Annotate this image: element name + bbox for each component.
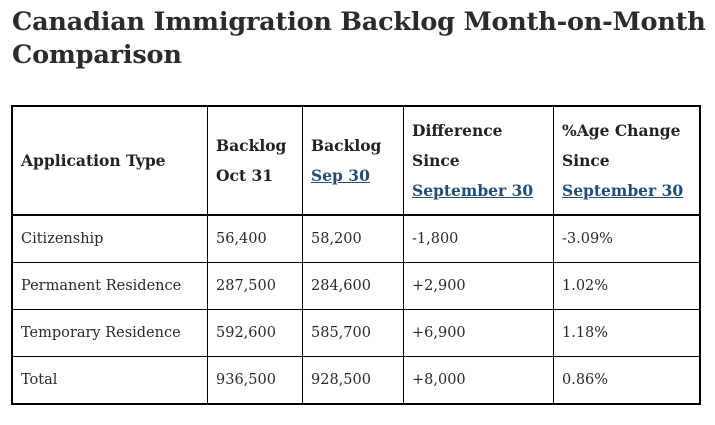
header-percent-change-line1: %Age Change: [562, 120, 681, 140]
header-percent-change-line2: Since: [562, 150, 610, 170]
cell-percent-change: 1.18%: [553, 309, 701, 357]
header-backlog-oct-line2: Oct 31: [216, 165, 274, 185]
cell-backlog-sep: 284,600: [302, 262, 404, 310]
table-row: Total 936,500 928,500 +8,000 0.86%: [11, 356, 701, 405]
cell-percent-change: -3.09%: [553, 214, 701, 263]
cell-difference: +8,000: [403, 356, 554, 405]
cell-application-type: Citizenship: [11, 214, 208, 263]
cell-difference: -1,800: [403, 214, 554, 263]
sep-30-link[interactable]: Sep 30: [311, 165, 370, 185]
cell-difference: +6,900: [403, 309, 554, 357]
header-backlog-oct: Backlog Oct 31: [207, 105, 303, 216]
cell-backlog-sep: 58,200: [302, 214, 404, 263]
header-application-type: Application Type: [11, 105, 208, 216]
table-row: Permanent Residence 287,500 284,600 +2,9…: [11, 262, 701, 310]
page-title: Canadian Immigration Backlog Month-on-Mo…: [12, 7, 706, 70]
september-30-link-difference[interactable]: September 30: [412, 180, 534, 200]
cell-difference: +2,900: [403, 262, 554, 310]
cell-application-type: Temporary Residence: [11, 309, 208, 357]
header-percent-change: %Age Change Since September 30: [553, 105, 701, 216]
cell-backlog-sep: 585,700: [302, 309, 404, 357]
cell-application-type: Permanent Residence: [11, 262, 208, 310]
cell-backlog-oct: 936,500: [207, 356, 303, 405]
header-difference-line2: Since: [412, 150, 460, 170]
header-difference-line1: Difference: [412, 120, 503, 140]
header-backlog-sep-line1: Backlog: [311, 135, 382, 155]
cell-percent-change: 0.86%: [553, 356, 701, 405]
cell-backlog-sep: 928,500: [302, 356, 404, 405]
cell-backlog-oct: 592,600: [207, 309, 303, 357]
backlog-comparison-table: Application Type Backlog Oct 31 Backlog …: [11, 105, 701, 405]
cell-application-type: Total: [11, 356, 208, 405]
cell-percent-change: 1.02%: [553, 262, 701, 310]
header-backlog-oct-line1: Backlog: [216, 135, 287, 155]
header-backlog-sep: Backlog Sep 30: [302, 105, 404, 216]
cell-backlog-oct: 56,400: [207, 214, 303, 263]
header-difference: Difference Since September 30: [403, 105, 554, 216]
table-row: Temporary Residence 592,600 585,700 +6,9…: [11, 309, 701, 357]
september-30-link-percent[interactable]: September 30: [562, 180, 684, 200]
table-row: Citizenship 56,400 58,200 -1,800 -3.09%: [11, 214, 701, 263]
table-header-row: Application Type Backlog Oct 31 Backlog …: [11, 105, 701, 216]
cell-backlog-oct: 287,500: [207, 262, 303, 310]
